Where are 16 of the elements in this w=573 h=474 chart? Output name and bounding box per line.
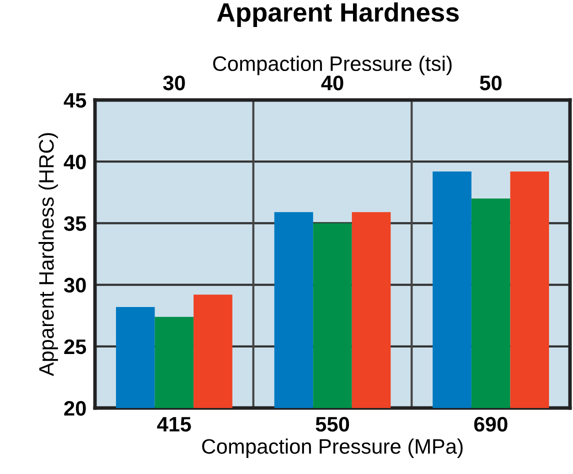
y-tick-label: 30	[64, 278, 86, 293]
x2-axis-title: Compaction Pressure (tsi)	[213, 56, 452, 76]
y-axis-title: Apparent Hardness (HRC)	[38, 133, 58, 376]
x2-tick-label: 30	[163, 76, 185, 90]
y-tick-label: 20	[64, 401, 86, 416]
x2-tick-label: 40	[321, 76, 344, 90]
chart-title: Apparent Hardness	[217, 2, 459, 27]
x-tick-label: 415	[157, 417, 191, 432]
y-tick-label: 35	[64, 216, 86, 231]
x-axis-title: Compaction Pressure (MPa)	[202, 438, 463, 458]
x-tick-label: 690	[474, 416, 508, 432]
y-tick-label: 45	[64, 93, 86, 108]
y-tick-label: 40	[64, 154, 86, 170]
x2-tick-label: 50	[480, 76, 502, 90]
x-tick-label: 550	[316, 416, 350, 432]
y-tick-label: 25	[64, 339, 86, 354]
